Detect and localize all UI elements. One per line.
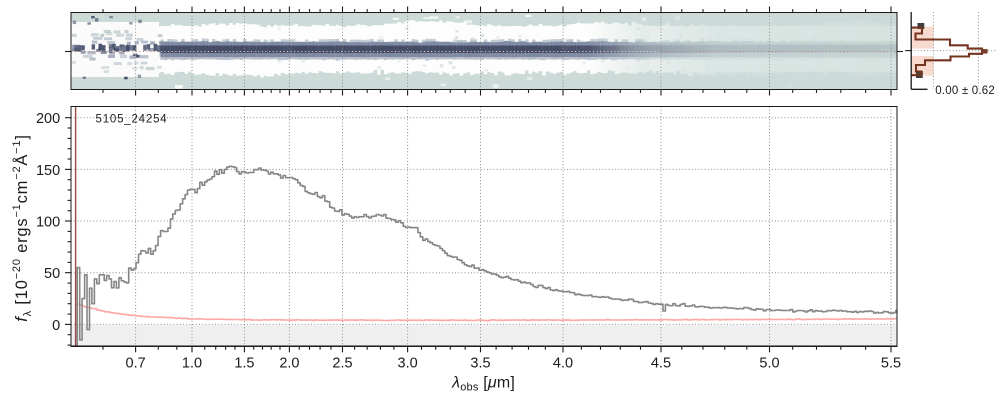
svg-text:50: 50	[44, 266, 60, 282]
svg-text:3.5: 3.5	[470, 356, 490, 372]
svg-text:200: 200	[36, 111, 60, 127]
svg-text:5.5: 5.5	[881, 356, 901, 372]
svg-text:0.7: 0.7	[126, 356, 146, 372]
svg-text:4.0: 4.0	[553, 356, 573, 372]
svg-text:2.0: 2.0	[279, 356, 299, 372]
svg-text:100: 100	[36, 215, 60, 231]
svg-text:fλ [10−20 ergs−1cm−2Å−1]: fλ [10−20 ergs−1cm−2Å−1]	[11, 134, 34, 321]
svg-text:1.0: 1.0	[182, 356, 202, 372]
svg-text:0: 0	[52, 318, 60, 334]
svg-text:150: 150	[36, 163, 60, 179]
svg-text:5105_24254: 5105_24254	[96, 113, 168, 125]
svg-text:1.5: 1.5	[234, 356, 254, 372]
svg-text:5.0: 5.0	[759, 356, 779, 372]
svg-text:3.0: 3.0	[398, 356, 418, 372]
svg-text:4.5: 4.5	[651, 356, 671, 372]
svg-text:0.00 ± 0.62: 0.00 ± 0.62	[935, 85, 995, 97]
svg-text:2.5: 2.5	[332, 356, 352, 372]
